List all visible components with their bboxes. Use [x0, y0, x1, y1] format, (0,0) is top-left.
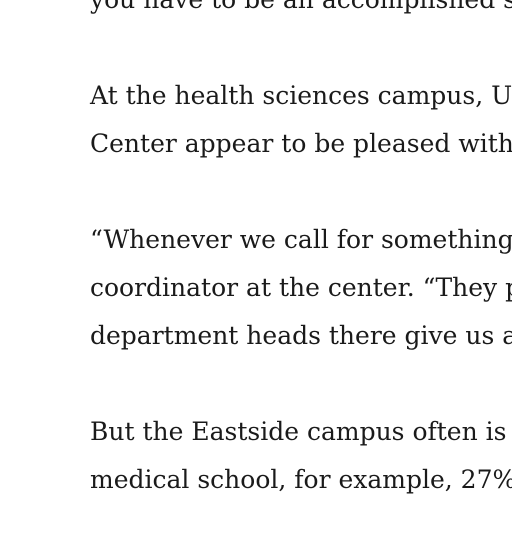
text-line: At the health sciences campus, US: [90, 81, 512, 110]
paragraph: At the health sciences campus, US Center…: [90, 72, 512, 168]
paragraph: But the Eastside campus often is c medic…: [90, 408, 512, 504]
text-line: coordinator at the center. “They pe: [90, 273, 512, 302]
text-line: But the Eastside campus often is c: [90, 417, 512, 446]
text-line: department heads there give us a s: [90, 321, 512, 350]
text-line: you have to be an accomplished sw: [90, 0, 512, 24]
paragraph: you have to be an accomplished sw: [90, 0, 512, 24]
text-line: Center appear to be pleased with it: [90, 129, 512, 158]
paragraph: “Whenever we call for something, coordin…: [90, 216, 512, 360]
text-line: medical school, for example, 27% o: [90, 465, 512, 494]
article-body: you have to be an accomplished sw At the…: [90, 0, 512, 552]
text-line: “Whenever we call for something,: [90, 225, 512, 254]
